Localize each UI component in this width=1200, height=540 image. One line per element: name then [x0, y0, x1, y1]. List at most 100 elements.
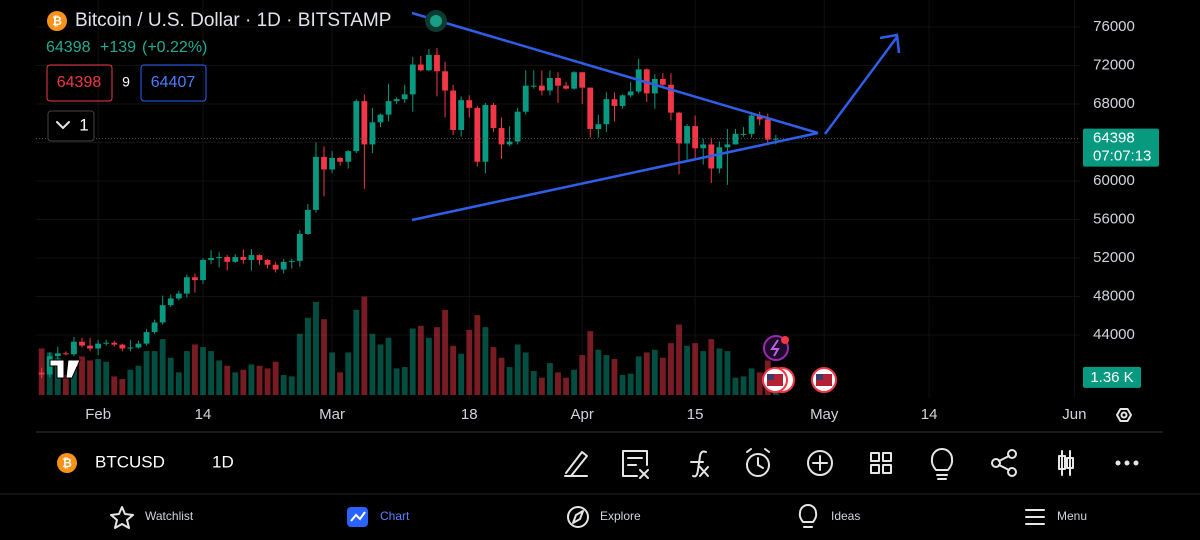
menu-icon[interactable]: [1025, 509, 1045, 525]
ideas-icon[interactable]: [930, 448, 954, 480]
x-tick-label: Feb: [85, 406, 111, 423]
x-tick-label: May: [810, 406, 839, 423]
volume-bar: [135, 365, 142, 395]
nav-label[interactable]: Watchlist: [145, 509, 194, 523]
candle-body: [304, 209, 311, 234]
candle-body: [62, 353, 69, 355]
volume-bar: [280, 375, 287, 395]
candle-body: [79, 341, 85, 346]
trendline-lower[interactable]: [411, 131, 819, 222]
volume-bar: [563, 377, 569, 395]
trendline-upper[interactable]: [411, 11, 819, 135]
share-icon[interactable]: [991, 458, 1001, 468]
candle-body: [192, 277, 198, 281]
volume-bar: [732, 377, 739, 395]
candle-body: [619, 95, 626, 106]
header-price: 64398: [46, 39, 91, 56]
candle-body: [676, 112, 682, 144]
volume-bar: [95, 359, 102, 395]
header-change-pct: (+0.22%): [142, 39, 207, 56]
candle-body: [595, 124, 602, 130]
candle-body: [240, 257, 247, 260]
toolbar-icons: [564, 448, 1139, 480]
nav-label[interactable]: Chart: [380, 509, 410, 523]
volume-bar: [651, 349, 658, 395]
ideas-nav-icon[interactable]: [798, 504, 818, 528]
candle-body: [143, 332, 150, 344]
x-tick-label: Mar: [319, 406, 345, 423]
chevron-icon: [56, 121, 70, 129]
add-icon[interactable]: [807, 450, 833, 476]
nav-label[interactable]: Ideas: [831, 509, 860, 523]
volume-bar: [450, 345, 457, 395]
volume-bar: [127, 369, 134, 395]
candle-body: [337, 157, 344, 162]
volume-bar: [724, 351, 731, 395]
candle-body: [135, 343, 142, 348]
candle-body: [522, 85, 529, 112]
volume-bar: [272, 361, 279, 395]
volume-bar: [79, 356, 85, 395]
series-layer: [36, 0, 1080, 398]
candle-body: [127, 347, 134, 349]
volume-bar: [587, 331, 594, 395]
candle-body: [547, 78, 553, 91]
indicators-icon[interactable]: [690, 450, 709, 478]
candle-body: [740, 133, 747, 135]
layout-toggle[interactable]: [47, 110, 95, 142]
volume-bar: [571, 369, 578, 395]
volume-bar: [442, 309, 448, 395]
volume-badge: [1083, 366, 1141, 388]
candle-body: [296, 233, 303, 261]
draw-icon[interactable]: [564, 451, 588, 477]
nav-label[interactable]: Explore: [600, 509, 641, 523]
volume-bar: [159, 339, 166, 395]
candle-body: [385, 101, 392, 115]
candle-body: [442, 71, 448, 91]
volume-bar: [143, 351, 150, 395]
x-tick-label: Jun: [1062, 406, 1086, 423]
candle-body: [224, 257, 231, 262]
volume-bar: [555, 372, 561, 395]
volume-bar: [490, 347, 497, 395]
nav-label[interactable]: Menu: [1057, 509, 1087, 523]
arrow-drawing[interactable]: [823, 33, 901, 135]
plot: 4400048000520005600060000640006800072000…: [36, 0, 1159, 423]
candle-body: [232, 257, 239, 262]
toolbar-symbol[interactable]: BTCUSD: [95, 452, 165, 471]
share-node: [1007, 449, 1017, 459]
candle-body: [756, 115, 763, 120]
explore-needle: [572, 510, 584, 524]
candle-body: [627, 91, 634, 96]
candle-body: [393, 99, 400, 102]
chart-type-icon[interactable]: [1058, 450, 1074, 476]
candle-body: [659, 78, 666, 85]
buy-box[interactable]: [140, 64, 207, 102]
volume-bar: [208, 351, 214, 395]
explore-icon[interactable]: [567, 506, 589, 528]
candle-body: [611, 99, 618, 106]
layouts-icon[interactable]: [870, 452, 892, 474]
candle-body: [450, 90, 457, 130]
settings-icon[interactable]: [1116, 408, 1132, 422]
candle-body: [264, 259, 271, 265]
alert-icon[interactable]: [746, 453, 770, 477]
more-dot[interactable]: [1115, 460, 1121, 466]
sell-box[interactable]: [46, 64, 113, 102]
candle-body: [87, 345, 93, 349]
candle-body: [571, 72, 578, 89]
layout-count: 1: [79, 115, 88, 134]
watchlist-icon[interactable]: [110, 506, 134, 529]
volume-bar: [482, 327, 489, 395]
btc-logo: [47, 11, 67, 31]
object-tree-icon[interactable]: [622, 450, 649, 479]
candle-body: [684, 126, 690, 144]
volume-bar: [248, 364, 255, 395]
y-tick-label: 72000: [1093, 56, 1135, 73]
toolbar-interval[interactable]: 1D: [212, 452, 234, 471]
volume-bar: [224, 365, 231, 395]
volume-bar: [337, 372, 344, 395]
candle-body: [700, 144, 707, 149]
